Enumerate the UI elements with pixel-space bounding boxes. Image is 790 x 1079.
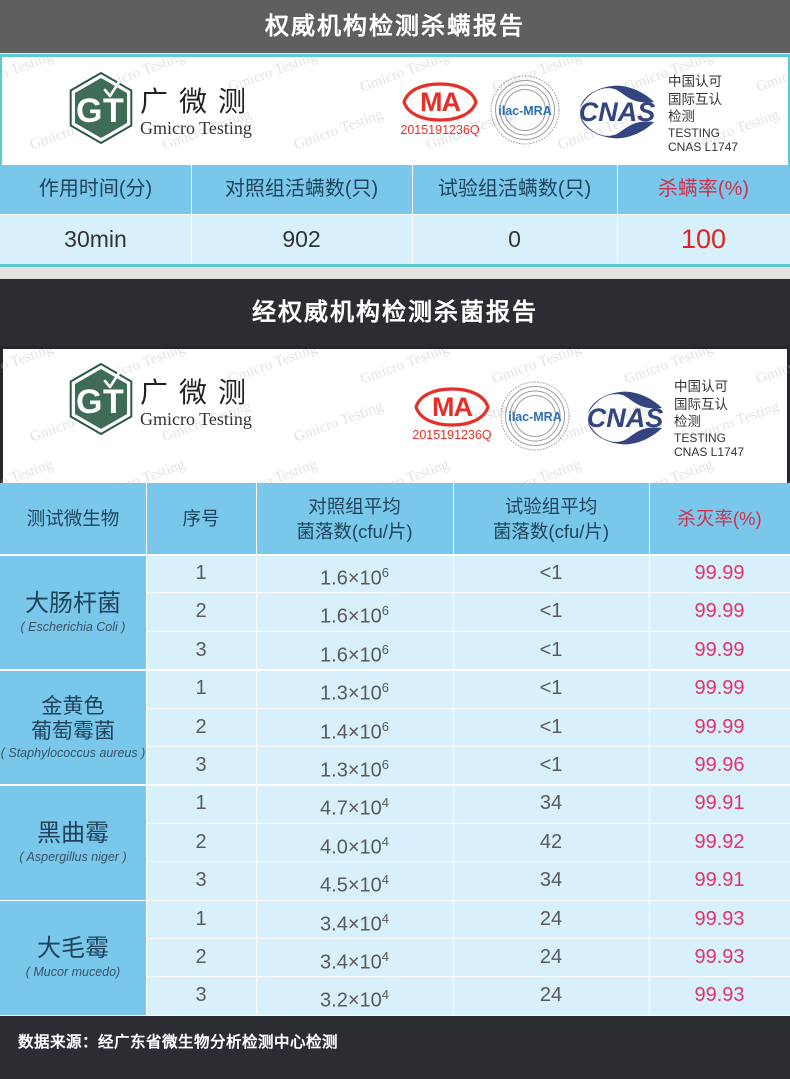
svg-text:ilac-MRA: ilac-MRA [498,104,551,118]
svg-text:T: T [103,92,124,130]
svg-text:CNAS: CNAS [587,403,664,433]
svg-text:CNAS: CNAS [579,97,656,127]
svg-text:2015191236Q: 2015191236Q [400,123,480,137]
svg-text:G: G [76,92,102,130]
svg-text:T: T [103,383,124,421]
svg-text:G: G [76,383,102,421]
svg-text:MA: MA [432,392,472,422]
svg-text:MA: MA [420,87,460,117]
svg-text:2015191236Q: 2015191236Q [412,428,492,442]
svg-text:ilac-MRA: ilac-MRA [508,410,561,424]
